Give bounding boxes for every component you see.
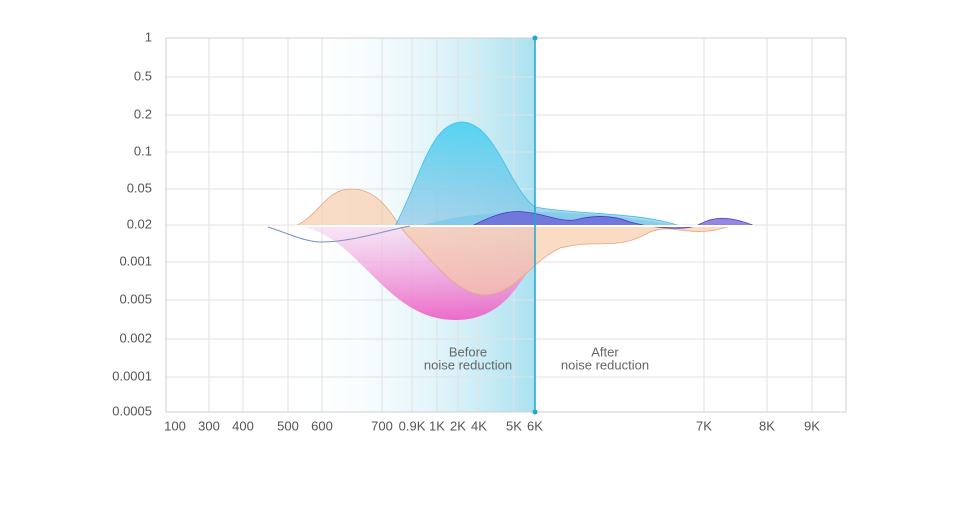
y-tick-label: 0.1 — [134, 143, 152, 158]
x-tick-label: 4K — [471, 418, 487, 433]
x-tick-label: 700 — [371, 418, 393, 433]
x-tick-label: 300 — [198, 418, 220, 433]
y-tick-label: 0.005 — [119, 291, 152, 306]
x-tick-label: 2K — [450, 418, 466, 433]
x-tick-label: 500 — [277, 418, 299, 433]
y-tick-label: 0.0001 — [112, 368, 152, 383]
x-tick-label: 600 — [311, 418, 333, 433]
y-tick-label: 1 — [145, 29, 152, 44]
x-tick-label: 100 — [164, 418, 186, 433]
y-tick-label: 0.0005 — [112, 403, 152, 418]
annotation: noise reduction — [424, 357, 512, 372]
x-tick-label: 0.9K — [399, 418, 426, 433]
plot-frame — [165, 37, 847, 413]
annotation: After — [591, 344, 619, 359]
thin-line — [267, 225, 411, 243]
y-tick-label: 0.05 — [127, 180, 152, 195]
purple-wave — [471, 211, 756, 229]
x-tick-label: 5K — [506, 418, 522, 433]
cyan-wave — [394, 121, 681, 227]
divider-dot — [532, 409, 538, 415]
peach-wave — [294, 188, 731, 296]
divider-dot — [532, 35, 538, 41]
y-tick-label: 0.001 — [119, 253, 152, 268]
x-tick-label: 6K — [527, 418, 543, 433]
y-tick-label: 0.002 — [119, 330, 152, 345]
x-tick-label: 9K — [804, 418, 820, 433]
annotation: Before — [449, 344, 487, 359]
x-tick-label: 7K — [696, 418, 712, 433]
x-tick-label: 1K — [429, 418, 445, 433]
y-tick-label: 0.5 — [134, 68, 152, 83]
x-tick-label: 400 — [232, 418, 254, 433]
y-tick-label: 0.2 — [134, 106, 152, 121]
annotation: noise reduction — [561, 357, 649, 372]
y-tick-label: 0.02 — [127, 216, 152, 231]
x-tick-label: 8K — [759, 418, 775, 433]
